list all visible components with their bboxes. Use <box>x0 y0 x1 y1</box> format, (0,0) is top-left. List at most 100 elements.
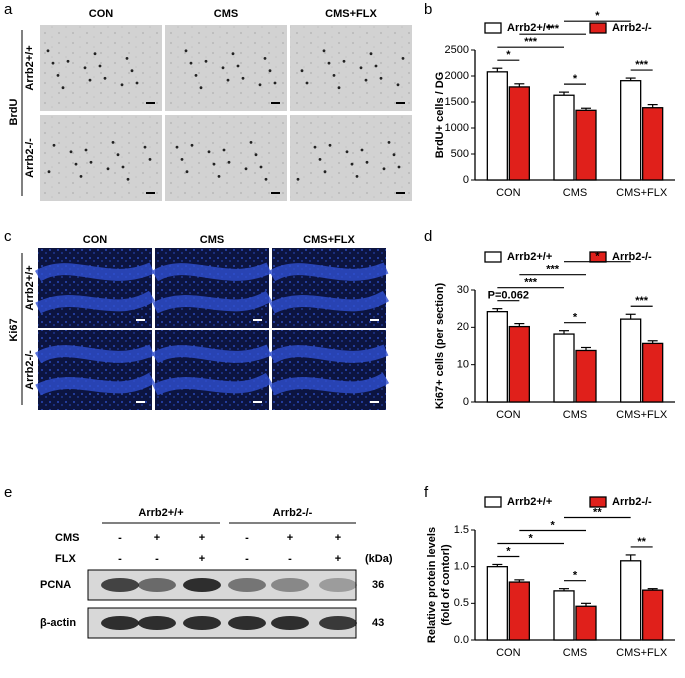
y-tick-label: 2500 <box>445 44 469 56</box>
y-tick-label: 0 <box>463 396 469 408</box>
bar <box>508 86 530 181</box>
cell-layer <box>151 344 272 364</box>
x-tick-label: CON <box>496 409 521 421</box>
y-axis-label: (fold of contorl) <box>440 544 452 626</box>
cell <box>52 143 56 147</box>
band <box>183 616 221 630</box>
significance-label: * <box>573 312 578 324</box>
cell <box>83 66 87 70</box>
band <box>319 616 357 630</box>
cell-layer <box>268 262 389 282</box>
y-tick-label: 2000 <box>445 70 469 82</box>
cell <box>249 141 253 144</box>
cell <box>116 153 120 157</box>
cell <box>79 175 83 178</box>
cell <box>359 66 363 70</box>
y-tick-label: 0.5 <box>454 597 469 609</box>
y-tick-label: 0.0 <box>454 634 469 646</box>
cell-layer <box>152 290 273 314</box>
row-label: Arrb2+/+ <box>24 265 36 310</box>
unit-label: (kDa) <box>365 553 393 565</box>
cell <box>379 76 383 80</box>
y-tick-label: 20 <box>457 321 469 333</box>
row-label: Arrb2-/- <box>24 138 36 178</box>
bar <box>642 589 664 641</box>
cell <box>194 74 198 77</box>
cell <box>355 175 359 178</box>
y-tick-label: 1500 <box>445 96 469 108</box>
group-label: Arrb2-/- <box>273 507 313 519</box>
group-label: Arrb2+/+ <box>138 507 183 519</box>
significance-label: * <box>506 49 511 61</box>
cell <box>190 143 194 147</box>
cell <box>369 52 373 56</box>
micrograph <box>290 115 412 201</box>
column-label: CMS+FLX <box>303 234 355 246</box>
cell <box>401 57 405 60</box>
significance-label: * <box>573 570 578 582</box>
bar <box>553 590 575 641</box>
bar <box>642 107 664 181</box>
cell <box>397 165 401 169</box>
significance-label: * <box>506 545 511 557</box>
column-label: CON <box>89 8 114 20</box>
significance-label: * <box>529 532 534 544</box>
y-axis-label: Ki67+ cells (per section) <box>434 283 446 410</box>
treatment-mark: - <box>155 553 159 565</box>
cell <box>88 78 92 82</box>
significance-label: * <box>551 519 556 531</box>
cell <box>345 150 349 154</box>
cell <box>74 162 78 166</box>
cell <box>258 83 262 87</box>
cell <box>392 153 396 157</box>
cell-layer <box>152 372 273 396</box>
significance-label: * <box>573 73 578 85</box>
cell <box>207 150 211 154</box>
micrograph <box>290 25 412 111</box>
cell <box>227 160 231 164</box>
cell <box>84 148 88 152</box>
y-tick-label: 500 <box>451 148 469 160</box>
legend-swatch <box>484 251 502 263</box>
y-axis-label: BrdU+ cells / DG <box>434 72 446 159</box>
cell <box>130 69 134 73</box>
cell-layer <box>269 372 390 396</box>
cell <box>259 165 263 169</box>
significance-label: *** <box>635 295 649 307</box>
bar <box>508 325 530 403</box>
cell <box>318 158 322 161</box>
cell <box>296 177 300 181</box>
legend-label: Arrb2+/+ <box>507 22 552 34</box>
legend-swatch <box>589 22 607 34</box>
cell <box>300 69 304 73</box>
micrograph <box>272 248 386 328</box>
cell <box>396 83 400 87</box>
cell <box>120 83 124 87</box>
row-label: Arrb2-/- <box>24 350 36 390</box>
band <box>138 578 176 592</box>
band-label: β-actin <box>40 617 76 629</box>
cell <box>89 160 93 164</box>
treatment-mark: - <box>118 532 122 544</box>
band <box>271 578 309 592</box>
bar <box>575 605 597 641</box>
y-tick-label: 1000 <box>445 122 469 134</box>
cell <box>313 145 317 149</box>
cell <box>61 86 65 90</box>
legend-label: Arrb2-/- <box>612 22 652 34</box>
micrograph <box>40 115 162 201</box>
treatment-mark: - <box>118 553 122 565</box>
panel-letter: c <box>4 228 12 245</box>
cell <box>135 81 139 85</box>
cell <box>264 177 268 181</box>
significance-label: * <box>595 251 600 263</box>
cell <box>69 150 73 154</box>
cell-layer <box>35 372 156 396</box>
cell-layer <box>151 262 272 282</box>
cell <box>46 49 50 53</box>
significance-label: * <box>595 10 600 22</box>
micrograph <box>38 330 152 410</box>
band <box>319 578 357 592</box>
cell <box>374 64 378 68</box>
panel-letter: b <box>424 1 432 18</box>
